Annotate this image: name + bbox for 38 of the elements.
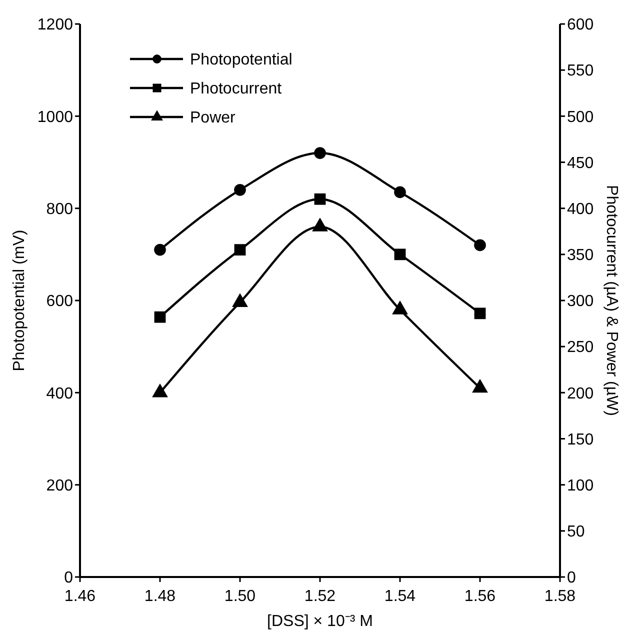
y2-tick-label: 500 xyxy=(567,108,594,126)
point xyxy=(154,244,166,256)
y-tick-label: 1000 xyxy=(37,108,74,126)
x-tick-label: 1.58 xyxy=(544,588,576,605)
y2-tick-label: 100 xyxy=(567,477,594,494)
y2-tick-label: 150 xyxy=(567,431,594,448)
y-axis-title: Photopotential (mV) xyxy=(11,230,28,372)
y-tick-label: 800 xyxy=(46,200,74,218)
y2-tick-label: 250 xyxy=(567,339,594,356)
y-tick-label: 1200 xyxy=(37,16,74,34)
y2-tick-label: 350 xyxy=(567,247,594,264)
x-tick-label: 1.46 xyxy=(64,588,96,605)
y-tick-label: 200 xyxy=(46,477,74,494)
x-tick-label: 1.54 xyxy=(384,588,416,605)
legend-label: Power xyxy=(190,110,236,127)
y-tick-label: 600 xyxy=(46,293,74,310)
point xyxy=(474,239,486,252)
y2-axis-title: Photocurrent (µA) & Power (µW) xyxy=(603,185,620,416)
x-tick-label: 1.52 xyxy=(304,588,336,605)
y-tick-label: 400 xyxy=(46,385,74,402)
y2-tick-label: 550 xyxy=(567,62,594,80)
y-tick-label: 0 xyxy=(64,570,74,587)
y2-tick-label: 300 xyxy=(567,293,594,310)
x-tick-label: 1.56 xyxy=(464,588,496,605)
x-axis-title: [DSS] × 10⁻³ M xyxy=(267,613,373,630)
y2-tick-label: 200 xyxy=(567,385,594,402)
point xyxy=(394,186,406,198)
x-tick-label: 1.50 xyxy=(224,588,256,605)
point xyxy=(234,184,246,196)
legend-label: Photopotential xyxy=(190,52,292,69)
point xyxy=(314,147,326,159)
y2-tick-label: 600 xyxy=(567,16,594,34)
y2-tick-label: 50 xyxy=(567,524,585,541)
y2-tick-label: 400 xyxy=(567,200,594,218)
y2-tick-label: 450 xyxy=(567,154,594,172)
y2-tick-label: 0 xyxy=(567,570,576,587)
legend-label: Photocurrent xyxy=(190,80,282,98)
x-tick-label: 1.48 xyxy=(144,588,176,605)
